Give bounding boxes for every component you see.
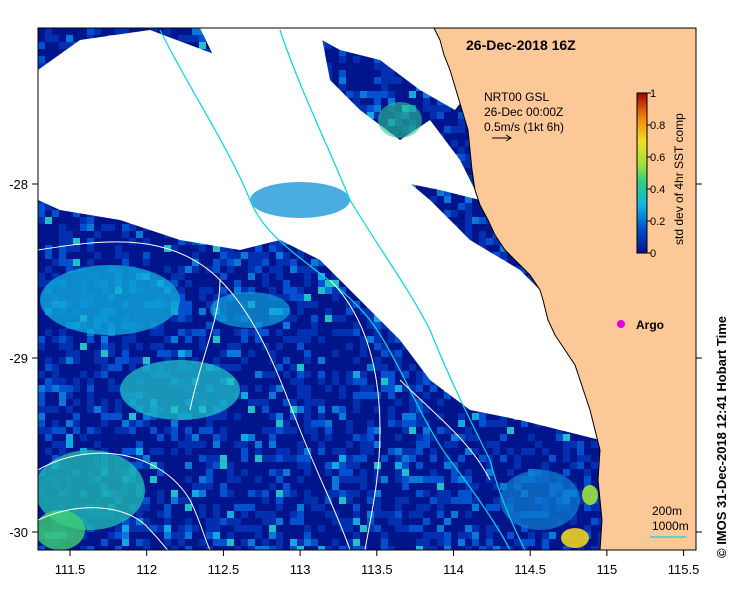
x-tick-label: 112 xyxy=(136,562,157,577)
colorbar-tick-label: 0.2 xyxy=(650,216,665,228)
y-tick-label: -28 xyxy=(9,177,28,192)
x-tick-label: 111.5 xyxy=(55,562,86,577)
current-label-line3: 0.5m/s (1kt 6h) xyxy=(484,120,564,134)
argo-label: Argo xyxy=(636,318,664,332)
colorbar-tick-label: 1 xyxy=(650,88,656,100)
y-tick-label: -30 xyxy=(9,525,28,540)
bathymetry-legend-label-200m: 200m xyxy=(652,504,682,518)
credit-text: © IMOS 31-Dec-2018 12:41 Hobart Time xyxy=(714,316,729,558)
colorbar-title: std dev of 4hr SST comp xyxy=(672,113,686,245)
x-tick-label: 113 xyxy=(290,562,311,577)
x-axis: 111.5 112 112.5 113 113.5 114 114.5 115 115.5 xyxy=(55,550,700,577)
current-label-line2: 26-Dec 00:00Z xyxy=(484,105,563,119)
colorbar-tick-label: 0.4 xyxy=(650,184,665,196)
argo-float-marker[interactable] xyxy=(617,320,625,328)
colorbar-tick-label: 0.8 xyxy=(650,120,665,132)
current-label-line1: NRT00 GSL xyxy=(484,90,549,104)
colorbar-tick-label: 0 xyxy=(650,248,656,260)
bathymetry-contours xyxy=(38,29,526,550)
colorbar-tick-label: 0.6 xyxy=(650,152,665,164)
x-tick-label: 112.5 xyxy=(208,562,240,577)
x-tick-label: 114 xyxy=(443,562,464,577)
map-title: 26-Dec-2018 16Z xyxy=(466,37,576,53)
x-tick-label: 115 xyxy=(597,562,618,577)
x-tick-label: 115.5 xyxy=(668,562,700,577)
plot-frame xyxy=(37,27,697,551)
y-axis: -28 -29 -30 xyxy=(9,177,702,540)
cloud-mask xyxy=(38,28,600,440)
bathymetry-legend-label-1000m: 1000m xyxy=(652,519,689,533)
land-western-australia xyxy=(433,28,696,550)
y-tick-label: -29 xyxy=(9,351,28,366)
sst-variability-patches xyxy=(38,102,598,550)
x-tick-label: 114.5 xyxy=(514,562,546,577)
colorbar xyxy=(636,92,648,254)
x-tick-label: 113.5 xyxy=(361,562,393,577)
map-plot-area xyxy=(38,28,696,550)
colorbar-ticks: 1 0.8 0.6 0.4 0.2 0 xyxy=(647,88,665,260)
